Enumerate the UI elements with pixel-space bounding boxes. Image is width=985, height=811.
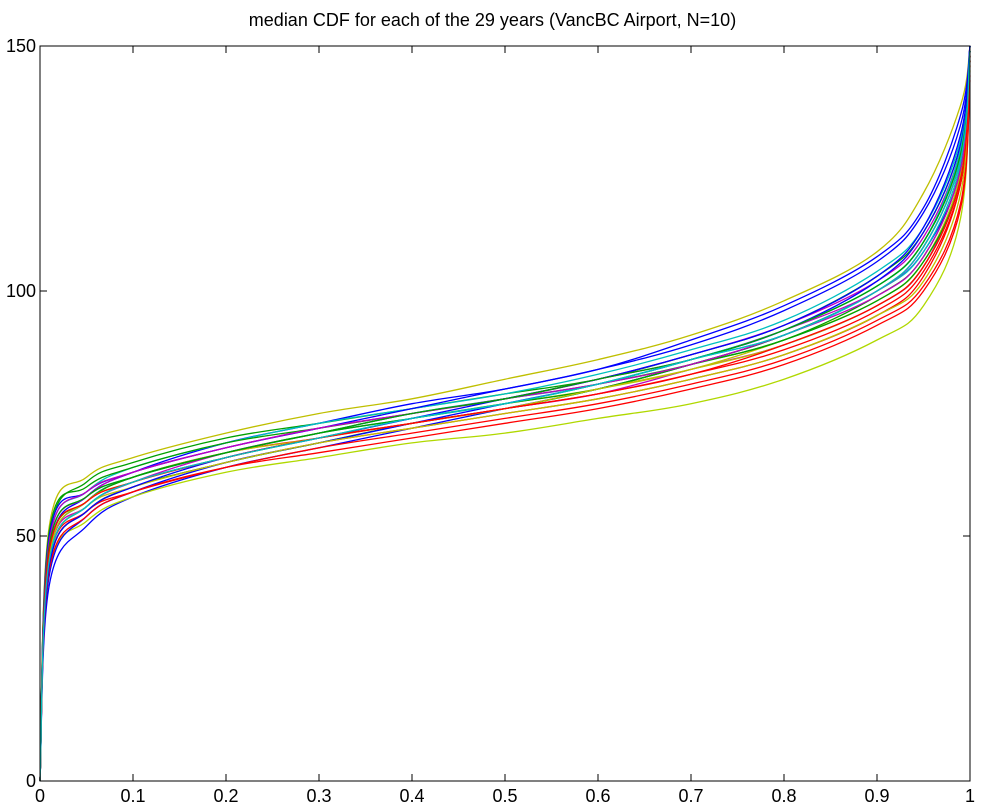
x-tick-label: 0.5	[492, 786, 517, 806]
series-line-9	[39, 50, 971, 782]
x-tick-label: 0.9	[864, 786, 889, 806]
series-line-29	[39, 50, 971, 782]
chart-title: median CDF for each of the 29 years (Van…	[248, 10, 737, 30]
series-line-27	[39, 50, 971, 782]
series-line-5	[39, 60, 971, 782]
series-line-15	[39, 60, 971, 782]
series-line-22	[39, 80, 971, 782]
x-tick-label: 0.3	[306, 786, 331, 806]
y-tick-label: 50	[16, 526, 36, 546]
y-tick-label: 100	[6, 281, 36, 301]
x-tick-label: 0.4	[399, 786, 424, 806]
x-tick-label: 0.6	[585, 786, 610, 806]
x-tick-label: 0	[35, 786, 45, 806]
series-line-25	[39, 60, 971, 782]
series-line-6	[39, 45, 971, 782]
series-line-7	[39, 70, 971, 782]
series-line-28	[39, 60, 971, 782]
series-line-18	[39, 50, 971, 782]
x-tick-label: 0.8	[771, 786, 796, 806]
y-tick-label: 150	[6, 36, 36, 56]
y-tick-label: 0	[26, 771, 36, 791]
x-tick-label: 0.1	[120, 786, 145, 806]
series-layer	[39, 45, 971, 782]
x-tick-label: 0.7	[678, 786, 703, 806]
series-line-17	[39, 50, 971, 782]
x-tick-label: 1	[965, 786, 975, 806]
series-line-4	[39, 50, 971, 782]
ticks-layer: 0 0.1 0.2 0.3 0.4 0.5 0.6 0.7 0.8 0.9 1 0 50 100 150	[6, 36, 975, 806]
x-tick-label: 0.2	[213, 786, 238, 806]
series-line-16	[39, 75, 971, 782]
